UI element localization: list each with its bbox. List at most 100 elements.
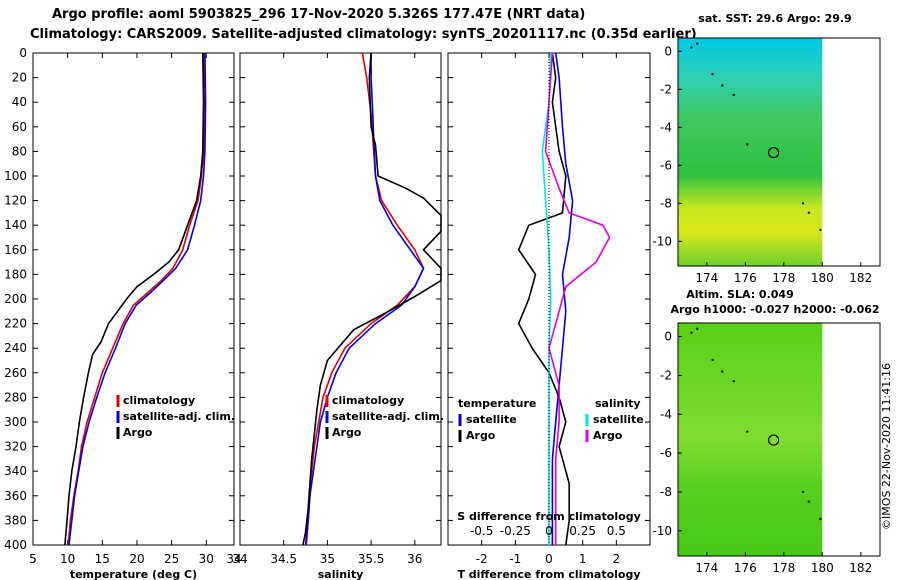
series-line — [64, 52, 205, 546]
y-tick-label: 220 — [4, 317, 27, 331]
legend-label: Argo — [123, 426, 153, 439]
y-tick-label: 60 — [12, 120, 27, 134]
map-frame — [677, 322, 881, 557]
map-1 — [677, 37, 881, 267]
legend-label: satellite — [593, 413, 644, 426]
x-tick-label: 30 — [199, 552, 214, 566]
x-tick-label: 35.5 — [358, 552, 385, 566]
island-dot — [732, 93, 735, 97]
x-tick-label: 0 — [545, 552, 553, 566]
legend-label: Argo — [332, 426, 362, 439]
x-top-tick-label: 0 — [545, 524, 553, 538]
map-field — [678, 38, 823, 266]
map-x-tick-label: 176 — [734, 271, 757, 285]
map-x-tick-label: 174 — [695, 271, 718, 285]
x-axis-label-2: S difference from climatology — [457, 510, 641, 523]
map-y-tick-label: 0 — [664, 330, 672, 344]
map-y-tick-label: -4 — [660, 120, 672, 134]
legend-label: Argo — [466, 429, 496, 442]
map-field — [678, 323, 823, 556]
y-tick-label: 300 — [4, 415, 27, 429]
x-axis-label: T difference from climatology — [457, 568, 640, 580]
map-frame — [677, 37, 881, 267]
temp-frame — [32, 52, 235, 546]
map-x-tick-label: 182 — [849, 271, 872, 285]
x-tick-label: 2 — [613, 552, 621, 566]
x-tick-label: 1 — [579, 552, 587, 566]
island-dot — [696, 42, 699, 45]
series-line — [541, 52, 552, 545]
x-tick-label: 10 — [60, 552, 75, 566]
island-dot — [721, 370, 724, 373]
x-tick-label: -1 — [509, 552, 521, 566]
map-x-tick-label: 180 — [811, 271, 834, 285]
island-dot — [746, 143, 749, 146]
map-2-title: Altim. SLA: 0.049 — [686, 288, 793, 301]
legend-heading: temperature — [458, 397, 536, 410]
y-tick-label: 240 — [4, 341, 27, 355]
island-dot — [711, 72, 714, 76]
island-dot — [696, 327, 699, 331]
y-tick-label: 200 — [4, 292, 27, 306]
map-x-tick-label: 176 — [734, 561, 757, 575]
legend-label: climatology — [332, 394, 404, 407]
series-line — [304, 53, 425, 546]
y-tick-label: 100 — [4, 169, 27, 183]
y-tick-label: 20 — [12, 71, 27, 85]
y-tick-label: 380 — [4, 513, 27, 527]
y-tick-label: 400 — [4, 538, 27, 552]
x-tick-label: 36 — [407, 552, 422, 566]
island-dot — [807, 211, 811, 214]
island-dot — [819, 228, 822, 232]
island-dot — [732, 380, 735, 383]
y-tick-label: 260 — [4, 366, 27, 380]
legend-label: satellite-adj. clim. — [332, 410, 444, 423]
island-dot — [819, 517, 822, 521]
map-1-title: sat. SST: 29.6 Argo: 29.9 — [698, 12, 851, 25]
map-y-tick-label: -10 — [652, 524, 672, 538]
x-tick-label: 15 — [95, 552, 110, 566]
argo-location-marker — [768, 434, 780, 446]
series-line — [67, 52, 206, 546]
y-tick-label: 0 — [19, 46, 27, 60]
x-axis-label: salinity — [318, 568, 364, 580]
series-line — [68, 52, 207, 546]
map-x-tick-label: 174 — [695, 561, 718, 575]
map-y-tick-label: -8 — [660, 196, 672, 210]
x-top-tick-label: 0.5 — [607, 524, 626, 538]
x-tick-label: 34.5 — [270, 552, 297, 566]
series-line — [517, 52, 571, 546]
x-top-tick-label: 0.25 — [569, 524, 596, 538]
map-x-tick-label: 182 — [849, 561, 872, 575]
legend-heading: salinity — [595, 397, 641, 410]
x-tick-label: -2 — [476, 552, 488, 566]
map-x-tick-label: 178 — [772, 271, 795, 285]
island-dot — [801, 202, 805, 205]
island-dot — [711, 358, 714, 362]
y-tick-label: 320 — [4, 440, 27, 454]
x-tick-label: 5 — [29, 552, 37, 566]
sal-frame — [239, 52, 442, 546]
series-line — [302, 52, 442, 546]
argo-location-marker — [768, 146, 780, 159]
island-dot — [690, 331, 693, 334]
y-tick-label: 80 — [12, 144, 27, 158]
y-tick-label: 160 — [4, 243, 27, 257]
map-y-tick-label: -4 — [660, 407, 672, 421]
map-y-tick-label: -2 — [660, 82, 672, 96]
map-y-tick-label: 0 — [664, 44, 672, 58]
legend-label: climatology — [123, 394, 195, 407]
x-axis-label: temperature (deg C) — [70, 568, 197, 580]
map-2-subtitle: Argo h1000: -0.027 h2000: -0.062 — [670, 303, 879, 316]
x-top-tick-label: -0.5 — [470, 524, 493, 538]
legend-label: satellite-adj. clim. — [123, 410, 235, 423]
y-tick-label: 40 — [12, 95, 27, 109]
y-tick-label: 340 — [4, 464, 27, 478]
map-x-tick-label: 180 — [811, 561, 834, 575]
legend-label: satellite — [466, 413, 517, 426]
x-tick-label: 25 — [164, 552, 179, 566]
y-tick-label: 140 — [4, 218, 27, 232]
island-dot — [690, 46, 693, 49]
island-dot — [801, 490, 805, 494]
